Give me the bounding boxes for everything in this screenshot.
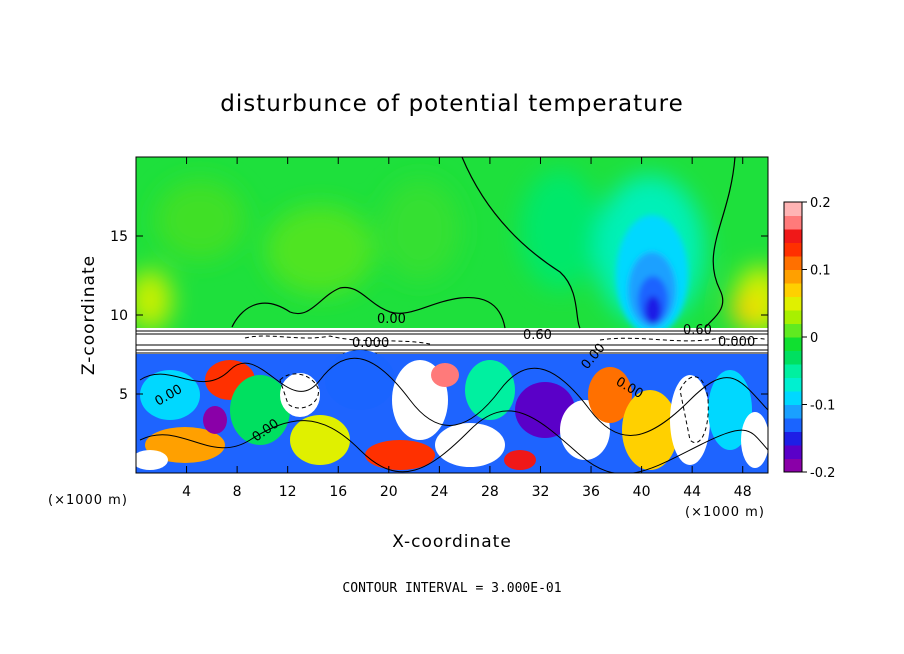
x-tick-label: 12 — [279, 484, 297, 500]
colorbar-swatch — [784, 229, 802, 243]
x-tick-label: 40 — [633, 484, 651, 500]
colorbar-swatch — [784, 418, 802, 432]
x-tick-label: 28 — [481, 484, 499, 500]
x-unit-right: (×1000 m) — [685, 505, 765, 520]
colorbar-swatch — [784, 323, 802, 338]
x-tick-label: 48 — [734, 484, 752, 500]
contour-label: 0.00 — [377, 312, 406, 327]
y-tick-label: 15 — [110, 229, 128, 245]
colorbar-swatch — [784, 391, 802, 405]
lower-field-contours — [139, 357, 768, 473]
colorbar-swatch — [784, 296, 802, 311]
y-axis-ticks: 5 10 15 — [110, 229, 768, 403]
contour-interval-note: CONTOUR INTERVAL = 3.000E-01 — [342, 581, 561, 596]
colorbar-tick-label: 0.1 — [810, 264, 831, 279]
plot-area: 0.00 0.60 0.60 0.000 0.000 0.00 0.00 0.0… — [136, 157, 768, 473]
x-tick-label: 36 — [582, 484, 600, 500]
colorbar-tick-label: 0.2 — [810, 196, 831, 211]
x-tick-label: 8 — [233, 484, 242, 500]
colorbar-swatch — [784, 364, 802, 378]
contour-label: 0.000 — [718, 335, 755, 350]
zero-contour-upper — [231, 157, 736, 329]
colorbar-swatch — [784, 458, 802, 473]
x-tick-label: 44 — [683, 484, 701, 500]
colorbar-tick-label: -0.1 — [810, 399, 835, 414]
y-tick-label: 10 — [110, 308, 128, 324]
cold-anomaly — [616, 215, 688, 335]
y-tick-label: 5 — [119, 387, 128, 403]
colorbar-swatch — [784, 215, 802, 230]
x-tick-label: 4 — [182, 484, 191, 500]
inversion-contours — [136, 330, 768, 354]
x-tick-label: 24 — [430, 484, 448, 500]
colorbar-tick-label: -0.2 — [810, 466, 835, 481]
colorbar-frame — [783, 201, 803, 473]
x-axis-ticks: 4 8 12 16 20 24 28 32 36 40 44 48 — [182, 157, 752, 500]
colorbar-tick-label: 0 — [810, 331, 818, 346]
colorbar-swatch — [784, 445, 802, 459]
colorbar-swatch — [784, 269, 802, 284]
contour-label: 0.60 — [523, 328, 552, 343]
colorbar-swatch — [784, 377, 802, 392]
contour-label: 0.000 — [352, 336, 389, 351]
colorbar-swatch — [784, 431, 802, 446]
colorbar-swatch — [784, 256, 802, 270]
colorbar-swatch — [784, 202, 802, 216]
colorbar-swatch — [784, 283, 802, 297]
contour-label: 0.60 — [683, 323, 712, 338]
colorbar-swatch — [784, 310, 802, 324]
lower-field-turbulence — [136, 350, 768, 470]
colorbar: 0.2 0.1 0 -0.1 -0.2 — [784, 196, 835, 481]
colorbar-swatch — [784, 404, 802, 419]
x-tick-label: 16 — [329, 484, 347, 500]
x-axis-label: X-coordinate — [392, 532, 512, 552]
x-unit-left: (×1000 m) — [48, 493, 128, 508]
colorbar-swatch — [784, 350, 802, 365]
colorbar-swatch — [784, 242, 802, 257]
chart-title: disturbunce of potential temperature — [220, 91, 684, 117]
x-tick-label: 32 — [532, 484, 550, 500]
y-axis-label: Z-coordinate — [79, 255, 99, 375]
x-tick-label: 20 — [380, 484, 398, 500]
colorbar-swatch — [784, 337, 802, 351]
